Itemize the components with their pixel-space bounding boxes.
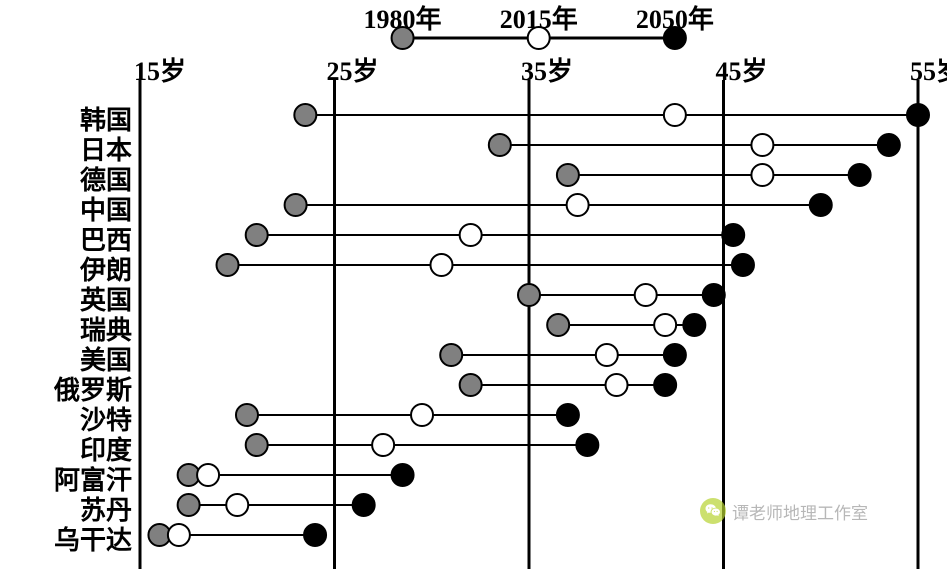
- axis-tick-15: 15岁: [134, 51, 186, 88]
- axis-tick-45: 45岁: [716, 51, 768, 88]
- axis-tick-55: 55岁: [910, 51, 947, 88]
- axis-tick-25: 25岁: [327, 51, 379, 88]
- watermark-text: 谭老师地理工作室: [732, 499, 868, 524]
- legend-2050年: 2050年: [636, 0, 714, 36]
- legend-2015年: 2015年: [500, 0, 578, 36]
- wechat-icon: [700, 498, 726, 524]
- axis-tick-35: 35岁: [521, 51, 573, 88]
- country-14: 乌干达: [54, 520, 132, 557]
- watermark: 谭老师地理工作室: [700, 498, 868, 524]
- legend-1980年: 1980年: [364, 0, 442, 36]
